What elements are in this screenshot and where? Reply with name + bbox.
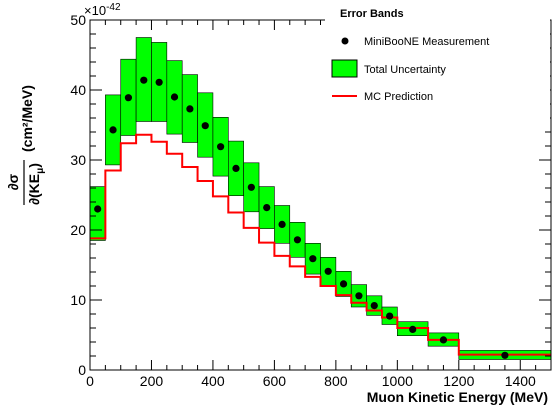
data-point-15 [324, 267, 332, 275]
data-point-11 [263, 204, 271, 212]
x-tick-label-5: 1000 [382, 373, 413, 389]
data-point-22 [501, 351, 509, 359]
data-point-7 [201, 122, 209, 130]
y-tick-label-4: 40 [70, 82, 86, 98]
legend-title: Error Bands [340, 8, 404, 20]
data-point-14 [309, 255, 317, 263]
legend-label-measurement: MiniBooNE Measurement [364, 36, 489, 48]
data-point-10 [247, 183, 255, 191]
y-axis-fraction-top: ∂σ [5, 173, 21, 190]
x-tick-label-1: 200 [140, 373, 164, 389]
y-tick-label-2: 20 [70, 222, 86, 238]
data-point-18 [370, 302, 378, 310]
data-point-0 [94, 205, 102, 213]
y-axis-fraction-sub: μ [35, 168, 46, 174]
y-tick-label-1: 10 [70, 292, 86, 308]
legend-swatch-uncertainty [331, 59, 358, 78]
y-tick-label-3: 30 [70, 152, 86, 168]
data-point-5 [170, 93, 179, 101]
data-point-19 [386, 312, 394, 320]
legend-marker-measurement [341, 37, 349, 45]
y-tick-label-0: 0 [78, 362, 86, 378]
data-point-8 [217, 143, 225, 151]
legend: Error Bands MiniBooNE Measurement Total … [325, 4, 550, 119]
data-point-6 [186, 105, 194, 113]
data-point-3 [140, 76, 148, 84]
mc-prediction-line [90, 133, 551, 356]
legend-label-mc: MC Prediction [364, 91, 433, 103]
x-tick-label-4: 800 [324, 373, 348, 389]
axis-ticks: 0 200 400 600 800 1000 1200 1400 0 10 20 30 40 50 [70, 12, 552, 389]
y-tick-label-5: 50 [70, 12, 86, 28]
x-axis-title: Muon Kinetic Energy (MeV) [367, 389, 548, 405]
data-point-20 [409, 325, 417, 333]
x-tick-label-3: 600 [263, 373, 287, 389]
data-point-12 [278, 220, 286, 228]
data-point-16 [339, 280, 348, 288]
x-tick-label-7: 1400 [505, 373, 536, 389]
uncertainty-band-0 [89, 186, 106, 241]
data-point-17 [355, 292, 363, 300]
data-point-4 [155, 78, 163, 86]
mc-prediction-series [90, 133, 551, 356]
y-axis-fraction-bottom: ∂(KEμ) [26, 163, 46, 205]
data-point-13 [293, 236, 302, 244]
x-tick-label-6: 1200 [443, 373, 474, 389]
data-point-2 [124, 94, 133, 102]
legend-label-uncertainty: Total Uncertainty [364, 64, 446, 76]
y-exponent-label: ×10-42 [84, 2, 121, 18]
x-tick-label-0: 0 [86, 373, 94, 389]
measurement-series [94, 76, 509, 359]
y-axis-units: (cm²/MeV) [19, 85, 35, 152]
legend-box [325, 4, 550, 119]
y-exponent-power: -42 [106, 2, 121, 13]
y-axis-title: ∂σ ∂(KEμ) (cm²/MeV) [5, 85, 46, 205]
x-tick-label-2: 400 [201, 373, 225, 389]
data-point-9 [232, 164, 240, 172]
data-point-21 [439, 336, 448, 344]
data-point-1 [109, 126, 117, 134]
